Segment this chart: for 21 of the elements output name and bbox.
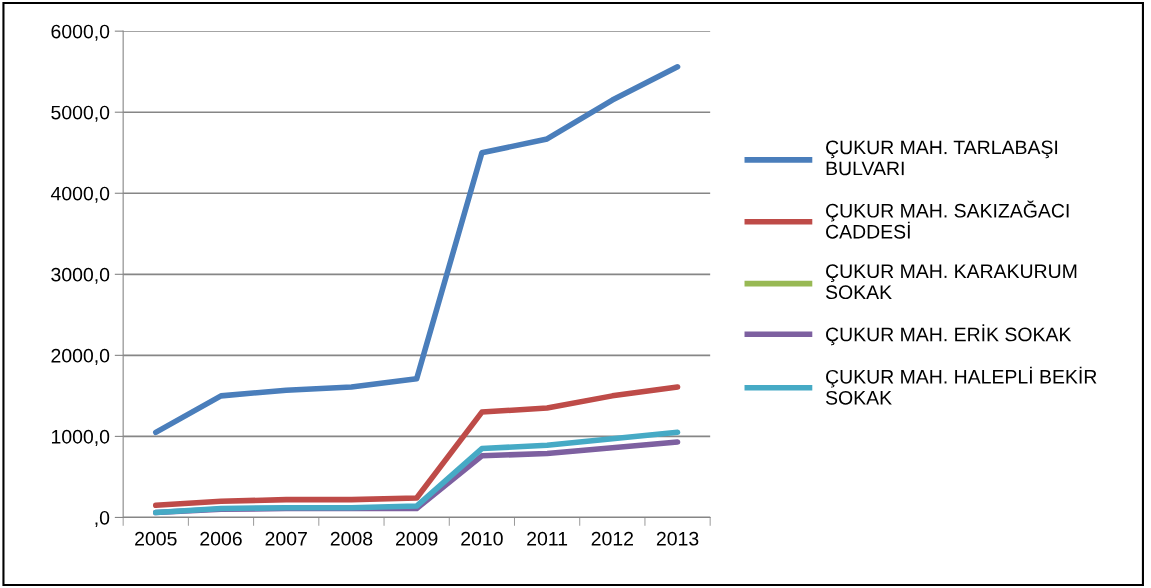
y-tick-label: ,0 bbox=[95, 510, 110, 527]
x-tick-label: 2005 bbox=[135, 531, 177, 546]
y-tick-label: 1000,0 bbox=[51, 429, 110, 446]
x-tick-label: 2009 bbox=[396, 531, 438, 546]
y-tick-label: 4000,0 bbox=[50, 186, 110, 203]
legend-label: ÇUKUR MAH. KARAKURUM SOKAK bbox=[825, 264, 1077, 300]
y-tick-label: 3000,0 bbox=[51, 267, 110, 284]
y-tick-label: 2000,0 bbox=[51, 348, 110, 365]
x-tick-label: 2006 bbox=[200, 531, 242, 546]
x-tick-label: 2007 bbox=[265, 531, 307, 546]
legend-label: ÇUKUR MAH. HALEPLİ BEKİR SOKAK bbox=[825, 366, 1097, 405]
y-tick-label: 5000,0 bbox=[51, 105, 110, 122]
y-tick-label: 6000,0 bbox=[51, 24, 110, 41]
x-tick-label: 2010 bbox=[461, 531, 503, 546]
legend-label: ÇUKUR MAH. TARLABAŞI BULVARI bbox=[826, 140, 1058, 176]
x-tick-label: 2012 bbox=[591, 531, 633, 546]
legend-label: ÇUKUR MAH. SAKIZAĞACI CADDESİ bbox=[826, 200, 1069, 239]
x-tick-label: 2013 bbox=[656, 531, 699, 546]
x-tick-label: 2011 bbox=[527, 531, 568, 546]
x-tick-label: 2008 bbox=[330, 531, 373, 546]
legend-label: ÇUKUR MAH. ERİK SOKAK bbox=[826, 324, 1072, 346]
